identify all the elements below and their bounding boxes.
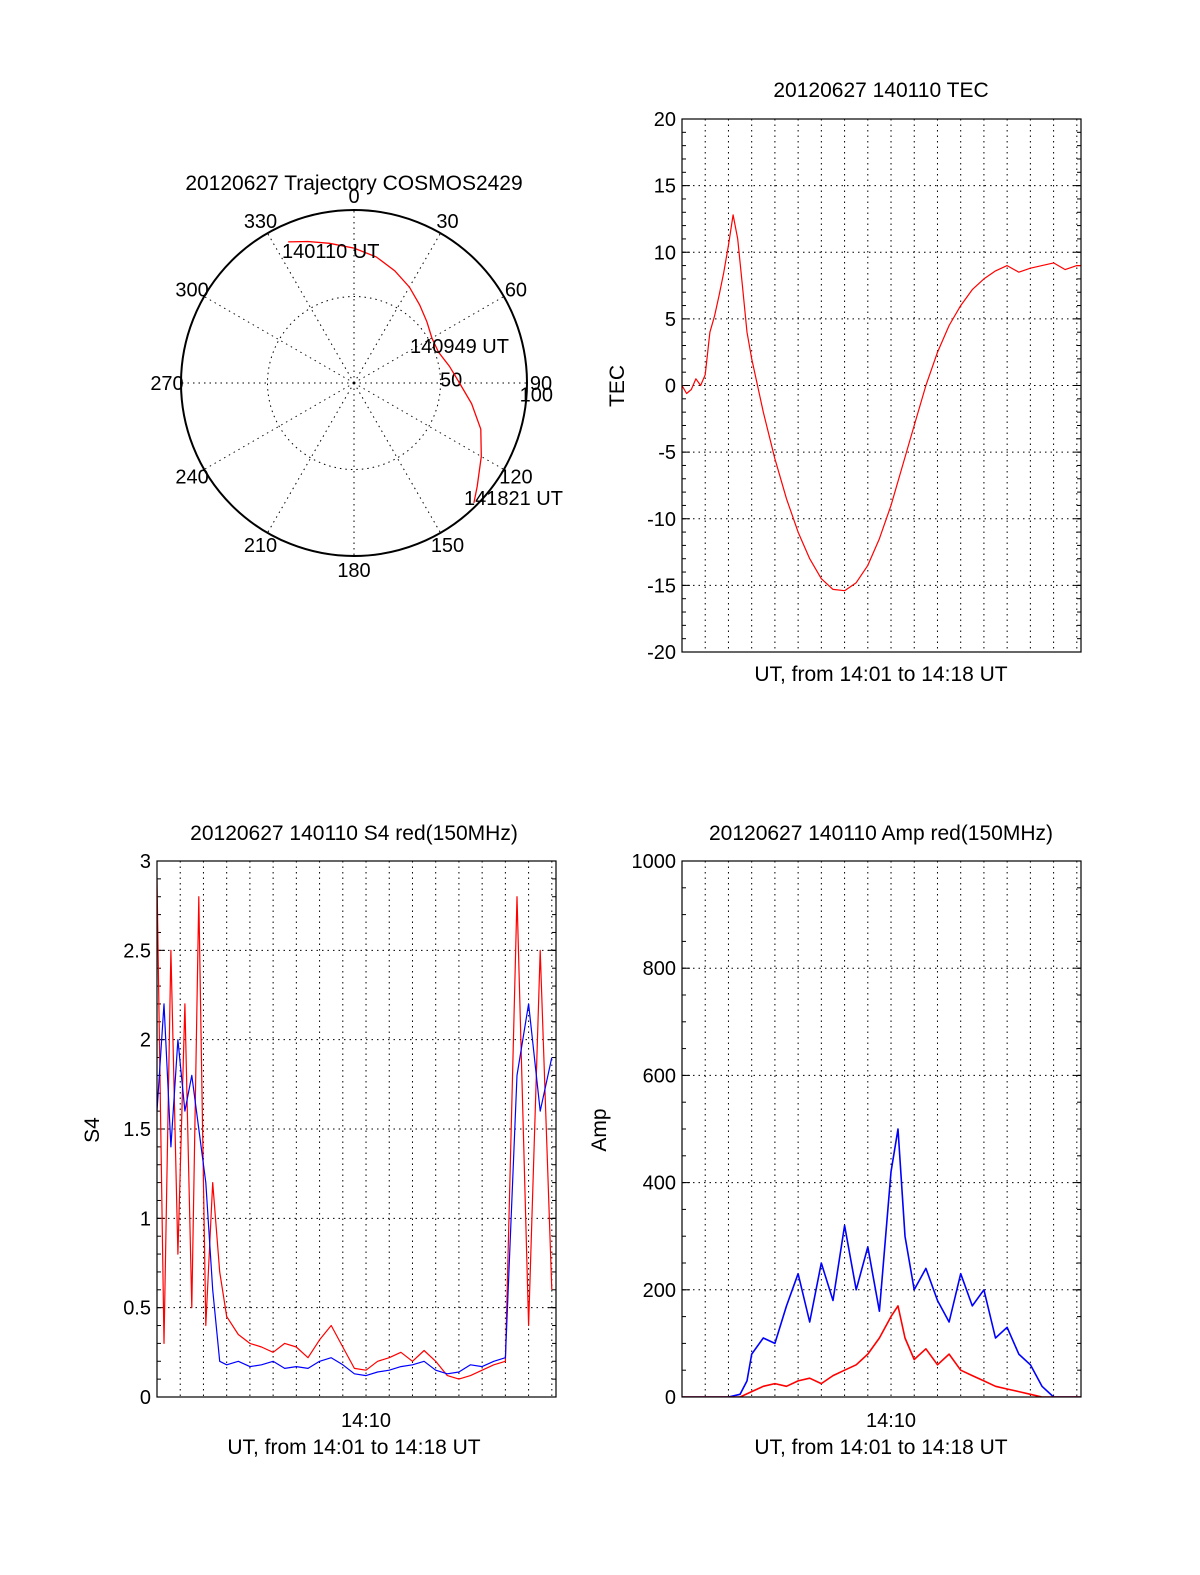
ytick-label: 15 <box>654 176 676 198</box>
plot-frame <box>681 118 1082 653</box>
trajectory-line <box>288 240 482 504</box>
amp-ylabel: Amp <box>588 1108 611 1151</box>
ytick-label: 1 <box>140 1208 151 1230</box>
polar-angle-label: 270 <box>150 373 183 395</box>
polar-radius-label: 50 <box>440 370 462 392</box>
polar-chart: 20120627 Trajectory COSMOS2429 0 30 60 90 12… <box>150 172 563 582</box>
ytick-label: 200 <box>643 1280 676 1302</box>
polar-outer-circle <box>180 209 528 557</box>
tec-ylabel: TEC <box>606 365 629 407</box>
s4-title: 20120627 140110 S4 red(150MHz) <box>190 822 518 845</box>
amp-chart: 20120627 140110 Amp red(150MHz) UT, from… <box>588 822 1082 1459</box>
polar-angle-label: 120 <box>499 467 532 489</box>
ytick-label: -10 <box>647 509 676 531</box>
xtick-label: 14:10 <box>866 1410 916 1432</box>
series-line-0 <box>157 878 553 1380</box>
ytick-label: -15 <box>647 575 676 597</box>
polar-spoke <box>267 382 355 534</box>
polar-angle-label: 180 <box>337 560 370 582</box>
ytick-label: 2.5 <box>123 940 151 962</box>
ytick-label: 0.5 <box>123 1298 151 1320</box>
polar-angle-label: 0 <box>348 186 359 208</box>
polar-angle-label: 90 <box>530 373 552 395</box>
s4-chart: 20120627 140110 S4 red(150MHz) UT, from … <box>81 822 557 1459</box>
polar-spoke <box>203 296 355 384</box>
ytick-label: 600 <box>643 1065 676 1087</box>
series-line-0 <box>682 1128 1081 1397</box>
polar-angle-label: 30 <box>436 211 458 233</box>
polar-spoke <box>353 232 441 384</box>
ytick-label: 0 <box>665 376 676 398</box>
ytick-label: 2 <box>140 1030 151 1052</box>
polar-radius-label: 100 <box>520 385 553 407</box>
ytick-label: 3 <box>140 851 151 873</box>
series-line-0 <box>682 214 1081 592</box>
s4-ylabel: S4 <box>81 1117 104 1143</box>
polar-spoke <box>353 382 441 534</box>
plot-frame <box>156 860 557 1398</box>
ytick-label: 0 <box>665 1387 676 1409</box>
polar-angle-labels: 0 30 60 90 120 150 180 210 240 270 300 330 <box>150 186 552 582</box>
ytick-label: 20 <box>654 109 676 131</box>
polar-spoke <box>203 382 355 470</box>
ytick-label: 5 <box>665 309 676 331</box>
polar-spoke <box>353 382 505 470</box>
series-line-1 <box>157 1003 553 1377</box>
xtick-label: 14:10 <box>341 1410 391 1432</box>
s4-xlabel: UT, from 14:01 to 14:18 UT <box>227 1436 480 1459</box>
polar-radius-labels: 50 100 <box>440 370 553 407</box>
point-label-start: 140110 UT <box>282 241 379 263</box>
plot-frame <box>681 860 1082 1398</box>
ytick-label: 0 <box>140 1387 151 1409</box>
amp-title: 20120627 140110 Amp red(150MHz) <box>709 822 1053 845</box>
polar-angle-label: 300 <box>175 280 208 302</box>
tec-xlabel: UT, from 14:01 to 14:18 UT <box>754 663 1007 686</box>
series-line-1 <box>682 1305 1081 1397</box>
polar-angle-label: 210 <box>244 535 277 557</box>
ytick-label: 400 <box>643 1173 676 1195</box>
tec-title: 20120627 140110 TEC <box>773 79 988 102</box>
polar-spoke <box>353 296 505 384</box>
polar-angle-label: 330 <box>244 211 277 233</box>
ytick-label: 1.5 <box>123 1119 151 1141</box>
polar-angle-label: 150 <box>431 535 464 557</box>
polar-spoke <box>267 232 355 384</box>
ytick-label: 10 <box>654 242 676 264</box>
polar-angle-label: 240 <box>175 467 208 489</box>
point-label-mid: 140949 UT <box>410 336 509 358</box>
polar-grid <box>181 210 527 556</box>
polar-title: 20120627 Trajectory COSMOS2429 <box>185 172 522 195</box>
polar-angle-label: 60 <box>505 280 527 302</box>
tec-chart: 20120627 140110 TEC UT, from 14:01 to 14… <box>606 79 1082 686</box>
point-label-end: 141821 UT <box>464 488 563 510</box>
ytick-label: -5 <box>658 442 676 464</box>
polar-series <box>288 240 482 504</box>
amp-xlabel: UT, from 14:01 to 14:18 UT <box>754 1436 1007 1459</box>
ytick-label: -20 <box>647 642 676 664</box>
ytick-label: 800 <box>643 958 676 980</box>
ytick-label: 1000 <box>632 851 677 873</box>
polar-grid-circle <box>267 296 441 470</box>
